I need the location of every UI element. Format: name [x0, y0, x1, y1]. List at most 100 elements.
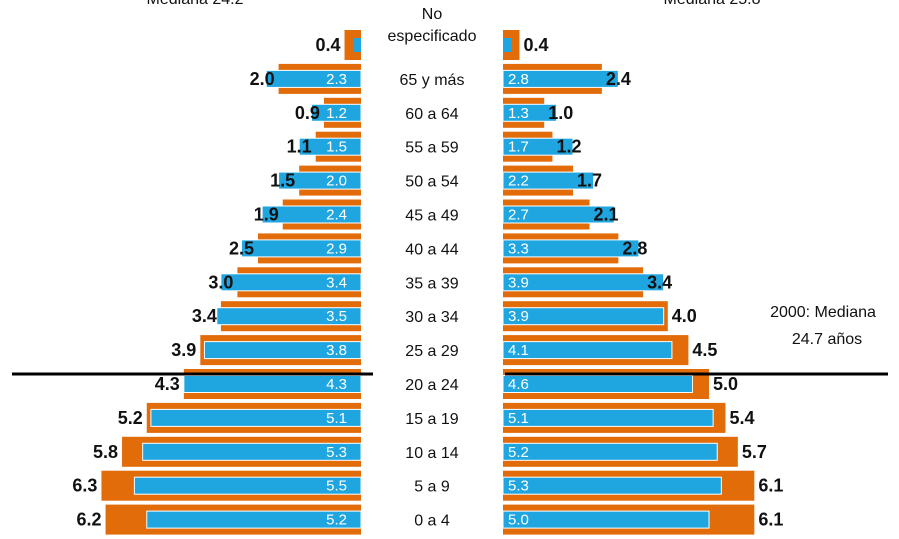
category-label: 25 a 29 — [405, 343, 458, 360]
right-blue-label: 2.7 — [508, 207, 529, 224]
category-label: 10 a 14 — [405, 445, 458, 462]
category-label: 15 a 19 — [405, 411, 458, 428]
left-orange-label: 5.8 — [93, 442, 118, 462]
right-blue-bar — [502, 307, 665, 326]
right-blue-label: 3.3 — [508, 240, 529, 257]
category-label: 30 a 34 — [405, 309, 458, 326]
left-blue-label: 3.5 — [326, 308, 347, 325]
category-label: 0 a 4 — [414, 513, 450, 530]
right-orange-label: 2.4 — [606, 69, 631, 89]
left-blue-bar — [261, 205, 362, 224]
top-left-note: Mediana 24.2 — [147, 0, 244, 8]
category-label: No especificado — [388, 6, 477, 45]
right-blue-label: 3.9 — [508, 274, 529, 291]
left-blue-label: 3.4 — [326, 274, 347, 291]
left-blue-label: 5.2 — [326, 512, 347, 529]
right-blue-bar — [502, 171, 595, 190]
left-blue-label: 1.2 — [326, 105, 347, 122]
category-label: 20 a 24 — [405, 377, 458, 394]
right-blue-label: 2.8 — [508, 71, 529, 88]
right-orange-label: 2.1 — [594, 205, 619, 225]
left-blue-label: 2.3 — [326, 71, 347, 88]
category-label: 55 a 59 — [405, 140, 458, 157]
right-blue-label: 5.2 — [508, 444, 529, 461]
right-orange-label: 4.5 — [692, 340, 717, 360]
right-blue-bar — [502, 239, 640, 258]
right-blue-label: 5.3 — [508, 478, 529, 495]
left-blue-bar — [133, 476, 362, 495]
left-orange-label: 2.0 — [250, 69, 275, 89]
left-blue-bar — [311, 103, 362, 122]
right-orange-label: 0.4 — [523, 35, 548, 55]
left-blue-label: 3.8 — [326, 342, 347, 359]
left-blue-label: 5.1 — [326, 410, 347, 427]
left-orange-label: 4.3 — [155, 374, 180, 394]
left-orange-label: 5.2 — [118, 408, 143, 428]
right-orange-label: 1.7 — [577, 171, 602, 191]
left-orange-label: 3.9 — [171, 340, 196, 360]
left-blue-marker — [353, 38, 361, 52]
right-orange-bar — [503, 30, 520, 60]
left-blue-bar — [220, 273, 362, 292]
left-blue-bar — [278, 171, 362, 190]
category-label: 5 a 9 — [414, 479, 450, 496]
right-orange-label: 5.0 — [713, 374, 738, 394]
left-blue-label: 2.0 — [326, 173, 347, 190]
category-label: 40 a 44 — [405, 241, 458, 258]
left-orange-label: 2.5 — [229, 238, 254, 258]
right-blue-label: 4.1 — [508, 342, 529, 359]
bars-layer — [101, 30, 755, 535]
left-blue-label: 1.5 — [326, 139, 347, 156]
right-blue-label: 5.0 — [508, 512, 529, 529]
right-blue-bar — [502, 375, 694, 393]
top-right-note: Mediana 25.8 — [664, 0, 761, 8]
right-blue-bar — [502, 103, 558, 122]
left-orange-label: 3.4 — [192, 306, 217, 326]
right-blue-label: 3.9 — [508, 308, 529, 325]
right-orange-label: 1.0 — [548, 103, 573, 123]
right-blue-bar — [502, 341, 673, 360]
right-blue-bar — [502, 205, 615, 224]
right-blue-label: 2.2 — [508, 173, 529, 190]
left-blue-bar — [216, 307, 362, 326]
right-note-line2: 24.7 años — [792, 331, 862, 348]
right-orange-label: 5.4 — [729, 408, 754, 428]
category-label: 45 a 49 — [405, 208, 458, 225]
left-blue-bar — [265, 69, 362, 88]
right-note-line1: 2000: Mediana — [770, 304, 876, 321]
right-orange-label: 6.1 — [758, 476, 783, 496]
right-orange-label: 4.0 — [672, 306, 697, 326]
right-orange-label: 3.4 — [647, 272, 672, 292]
left-blue-bar — [241, 239, 362, 258]
left-blue-label: 4.3 — [326, 376, 347, 393]
left-blue-label: 2.4 — [326, 207, 347, 224]
left-blue-label: 5.3 — [326, 444, 347, 461]
right-blue-bar — [502, 137, 574, 156]
category-label: 50 a 54 — [405, 174, 458, 191]
left-orange-bar — [344, 30, 361, 60]
category-label: 65 y más — [400, 72, 465, 89]
right-blue-bar — [502, 476, 722, 495]
left-orange-label: 1.9 — [254, 205, 279, 225]
right-orange-label: 1.2 — [556, 137, 581, 157]
right-blue-bar — [502, 408, 714, 427]
right-blue-label: 4.6 — [508, 376, 529, 393]
right-blue-label: 1.3 — [508, 105, 529, 122]
right-blue-bar — [502, 273, 665, 292]
right-blue-bar — [502, 442, 718, 461]
left-orange-label: 6.3 — [72, 476, 97, 496]
left-orange-label: 0.9 — [295, 103, 320, 123]
right-orange-label: 2.8 — [622, 238, 647, 258]
left-blue-label: 2.9 — [326, 240, 347, 257]
left-blue-bar — [298, 137, 362, 156]
left-blue-bar — [150, 408, 362, 427]
left-blue-bar — [203, 341, 362, 360]
labels-layer: 0.4 0.4 No especificado 2.0 2.4 2.3 2.8 65 y más… — [72, 6, 783, 530]
right-blue-marker — [503, 38, 511, 52]
right-blue-label: 5.1 — [508, 410, 529, 427]
category-label: 60 a 64 — [405, 106, 458, 123]
left-orange-label: 1.5 — [270, 171, 295, 191]
right-orange-label: 5.7 — [742, 442, 767, 462]
left-blue-bar — [142, 442, 362, 461]
